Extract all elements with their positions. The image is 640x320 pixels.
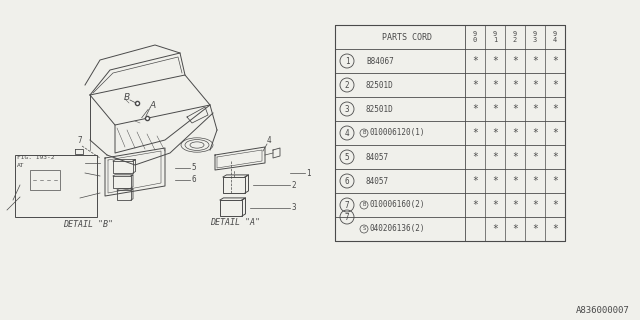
Text: *: * [552,152,558,162]
Text: 3: 3 [291,204,296,212]
Text: *: * [552,224,558,234]
Text: AT: AT [17,163,24,168]
Text: *: * [532,224,538,234]
Text: B: B [362,131,365,135]
Text: *: * [552,176,558,186]
Text: 2: 2 [513,37,517,43]
Text: 4: 4 [345,129,349,138]
Text: *: * [512,104,518,114]
Text: 9: 9 [473,31,477,37]
Text: 9: 9 [493,31,497,37]
Text: *: * [472,152,478,162]
Text: B: B [124,92,130,101]
Text: 84057: 84057 [366,177,389,186]
Text: *: * [492,176,498,186]
Text: *: * [532,104,538,114]
Text: FIG. 193-2: FIG. 193-2 [17,155,54,160]
Text: 84057: 84057 [366,153,389,162]
Text: 4: 4 [553,37,557,43]
Text: 3: 3 [533,37,537,43]
Text: 9: 9 [553,31,557,37]
Text: *: * [532,176,538,186]
Text: 5: 5 [191,164,196,172]
Text: 2: 2 [291,180,296,189]
Text: *: * [532,56,538,66]
Text: 82501D: 82501D [366,81,394,90]
Text: 3: 3 [345,105,349,114]
Text: *: * [492,224,498,234]
Text: DETAIL "A": DETAIL "A" [210,218,260,227]
Text: *: * [512,80,518,90]
Text: *: * [512,152,518,162]
Text: *: * [492,104,498,114]
Text: 5: 5 [345,153,349,162]
Bar [335,25,565,241]
Text: DETAIL "B": DETAIL "B" [63,220,113,229]
Text: *: * [512,224,518,234]
Text: *: * [532,200,538,210]
Text: 82501D: 82501D [366,105,394,114]
Text: 7: 7 [345,212,349,221]
Text: *: * [532,80,538,90]
Text: 010006120(1): 010006120(1) [370,129,426,138]
Text: 2: 2 [345,81,349,90]
Text: *: * [552,128,558,138]
Text: *: * [492,80,498,90]
Text: 9: 9 [533,31,537,37]
Text: B: B [362,203,365,207]
Text: 1: 1 [493,37,497,43]
Text: 1: 1 [345,57,349,66]
Text: *: * [512,200,518,210]
Text: *: * [532,152,538,162]
Text: *: * [552,56,558,66]
Text: 4: 4 [267,136,271,145]
Text: *: * [512,56,518,66]
Text: *: * [492,200,498,210]
Text: 0: 0 [473,37,477,43]
Text: *: * [472,56,478,66]
Text: *: * [552,104,558,114]
Text: B84067: B84067 [366,57,394,66]
Text: 6: 6 [191,175,196,185]
Text: 010006160(2): 010006160(2) [370,201,426,210]
Text: *: * [472,104,478,114]
Bar [30,170,60,190]
Text: S: S [362,227,365,231]
Text: *: * [472,80,478,90]
Text: *: * [492,128,498,138]
Text: *: * [512,128,518,138]
Bar [15,155,97,217]
Text: 6: 6 [345,177,349,186]
Text: 040206136(2): 040206136(2) [370,225,426,234]
Text: *: * [552,80,558,90]
Text: *: * [472,200,478,210]
Text: *: * [552,200,558,210]
Text: A: A [150,100,156,109]
Text: *: * [472,176,478,186]
Text: A836000007: A836000007 [576,306,630,315]
Text: 9: 9 [513,31,517,37]
Text: *: * [492,152,498,162]
Text: 7: 7 [345,201,349,210]
Text: PARTS CORD: PARTS CORD [382,33,432,42]
Text: *: * [472,128,478,138]
Text: 1: 1 [306,169,310,178]
Text: *: * [512,176,518,186]
Text: *: * [492,56,498,66]
Text: 7: 7 [77,136,82,145]
Text: *: * [532,128,538,138]
